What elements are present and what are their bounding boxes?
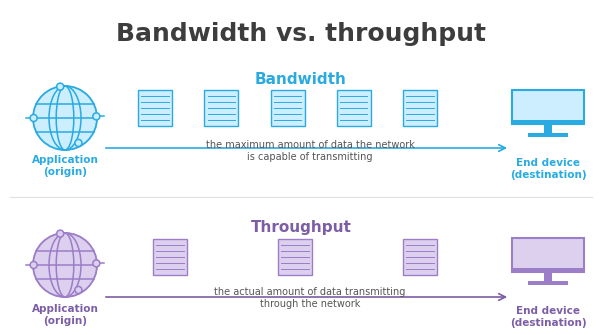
FancyBboxPatch shape xyxy=(512,238,584,272)
FancyBboxPatch shape xyxy=(278,239,312,275)
Text: Application
(origin): Application (origin) xyxy=(31,155,99,177)
FancyBboxPatch shape xyxy=(403,239,437,275)
Circle shape xyxy=(30,262,37,269)
Text: Application
(origin): Application (origin) xyxy=(31,304,99,326)
Circle shape xyxy=(57,83,64,90)
FancyBboxPatch shape xyxy=(528,281,568,285)
Circle shape xyxy=(93,260,100,267)
Text: Bandwidth vs. throughput: Bandwidth vs. throughput xyxy=(116,22,486,46)
Circle shape xyxy=(75,139,82,146)
FancyBboxPatch shape xyxy=(337,90,371,126)
FancyBboxPatch shape xyxy=(544,272,552,281)
FancyBboxPatch shape xyxy=(153,239,187,275)
Circle shape xyxy=(75,286,82,293)
Text: Bandwidth: Bandwidth xyxy=(255,72,347,87)
Circle shape xyxy=(93,113,100,120)
FancyBboxPatch shape xyxy=(138,90,172,126)
FancyBboxPatch shape xyxy=(403,90,437,126)
Ellipse shape xyxy=(33,233,97,297)
FancyBboxPatch shape xyxy=(528,133,568,137)
FancyBboxPatch shape xyxy=(270,90,305,126)
Text: Throughput: Throughput xyxy=(250,220,352,235)
Circle shape xyxy=(30,115,37,122)
FancyBboxPatch shape xyxy=(544,124,552,133)
FancyBboxPatch shape xyxy=(512,268,584,272)
FancyBboxPatch shape xyxy=(204,90,238,126)
Text: End device
(destination): End device (destination) xyxy=(510,306,586,328)
Text: the actual amount of data transmitting
through the network: the actual amount of data transmitting t… xyxy=(214,287,406,309)
Circle shape xyxy=(57,230,64,237)
Text: the maximum amount of data the network
is capable of transmitting: the maximum amount of data the network i… xyxy=(205,140,414,161)
FancyBboxPatch shape xyxy=(512,120,584,124)
FancyBboxPatch shape xyxy=(512,89,584,124)
Text: End device
(destination): End device (destination) xyxy=(510,158,586,180)
Ellipse shape xyxy=(33,86,97,150)
